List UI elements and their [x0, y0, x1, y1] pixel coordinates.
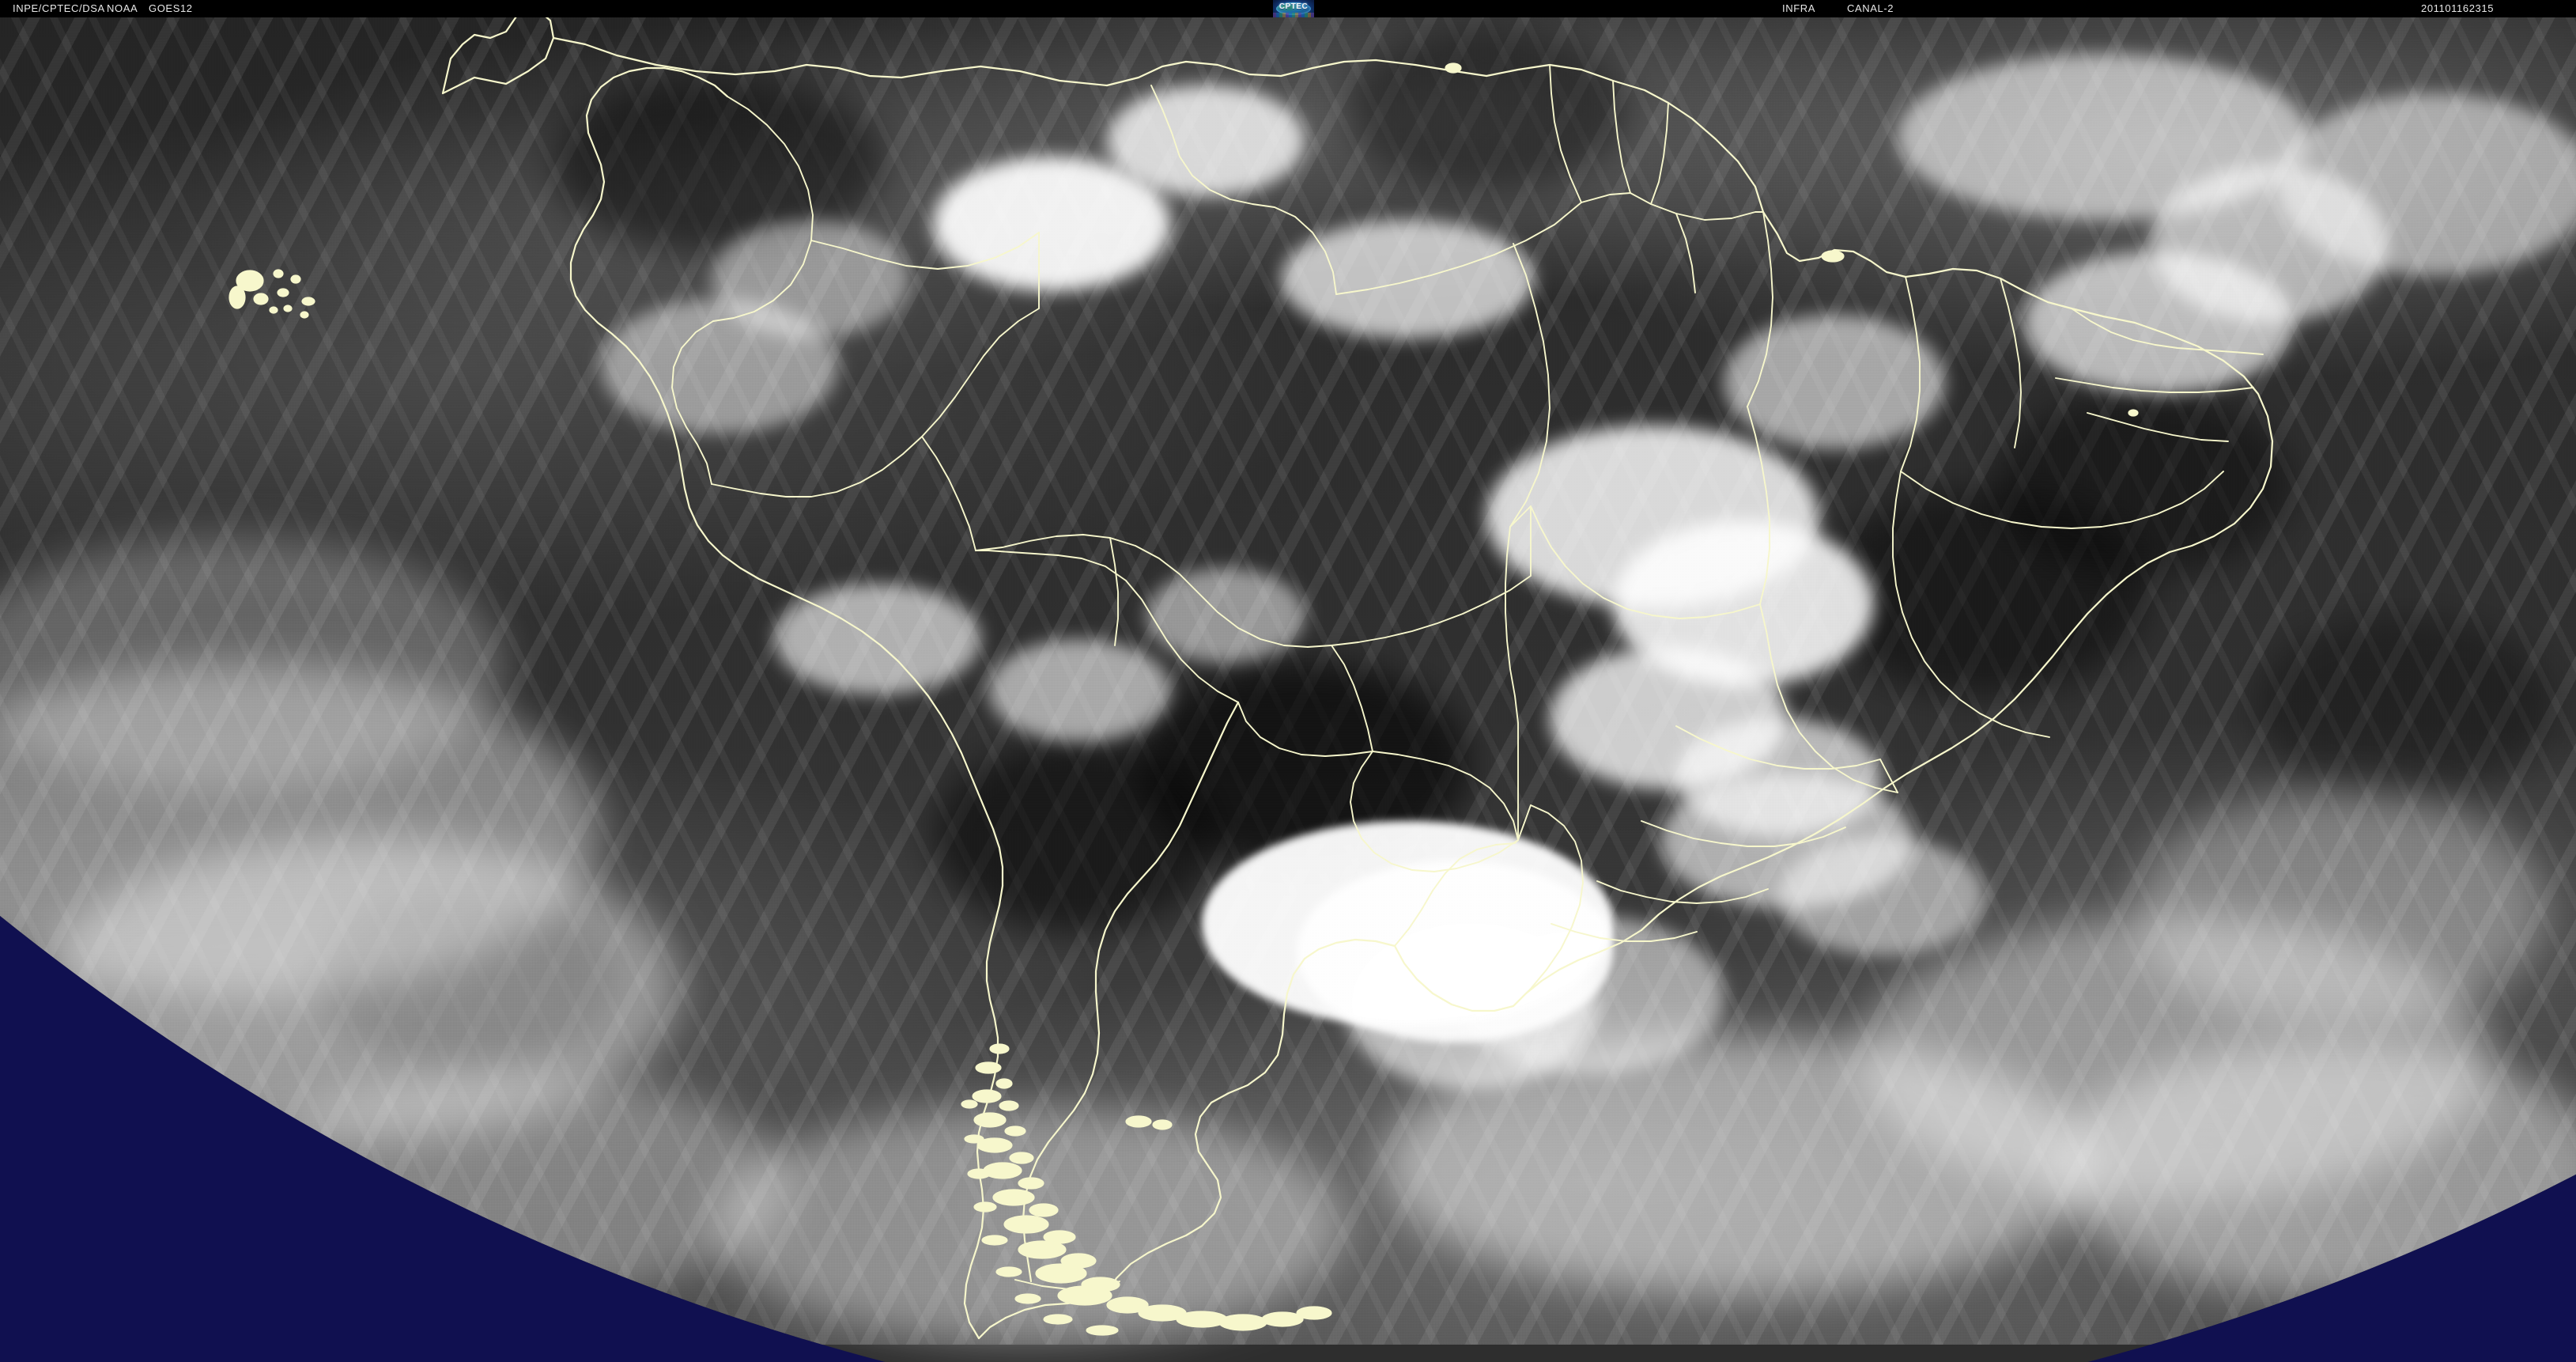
timestamp-label: 201101162315 [2421, 2, 2495, 14]
noaa-label: NOAA [107, 2, 138, 14]
logo-color-bars [1273, 13, 1314, 17]
channel-label: CANAL-2 [1847, 2, 1894, 14]
logo-globe-icon [1276, 2, 1311, 15]
agency-label: INPE/CPTEC/DSA [13, 2, 105, 14]
image-header-bar: INPE/CPTEC/DSA NOAA GOES12 CPTEC INFRA C… [0, 0, 2576, 17]
satellite-label: GOES12 [149, 2, 193, 14]
product-type-label: INFRA [1782, 2, 1815, 14]
cptec-logo-icon: CPTEC [1273, 0, 1314, 17]
logo-text: CPTEC [1279, 2, 1309, 11]
